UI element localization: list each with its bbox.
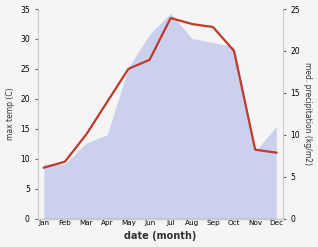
Y-axis label: med. precipitation (kg/m2): med. precipitation (kg/m2) (303, 62, 313, 165)
Y-axis label: max temp (C): max temp (C) (5, 87, 15, 140)
X-axis label: date (month): date (month) (124, 231, 196, 242)
